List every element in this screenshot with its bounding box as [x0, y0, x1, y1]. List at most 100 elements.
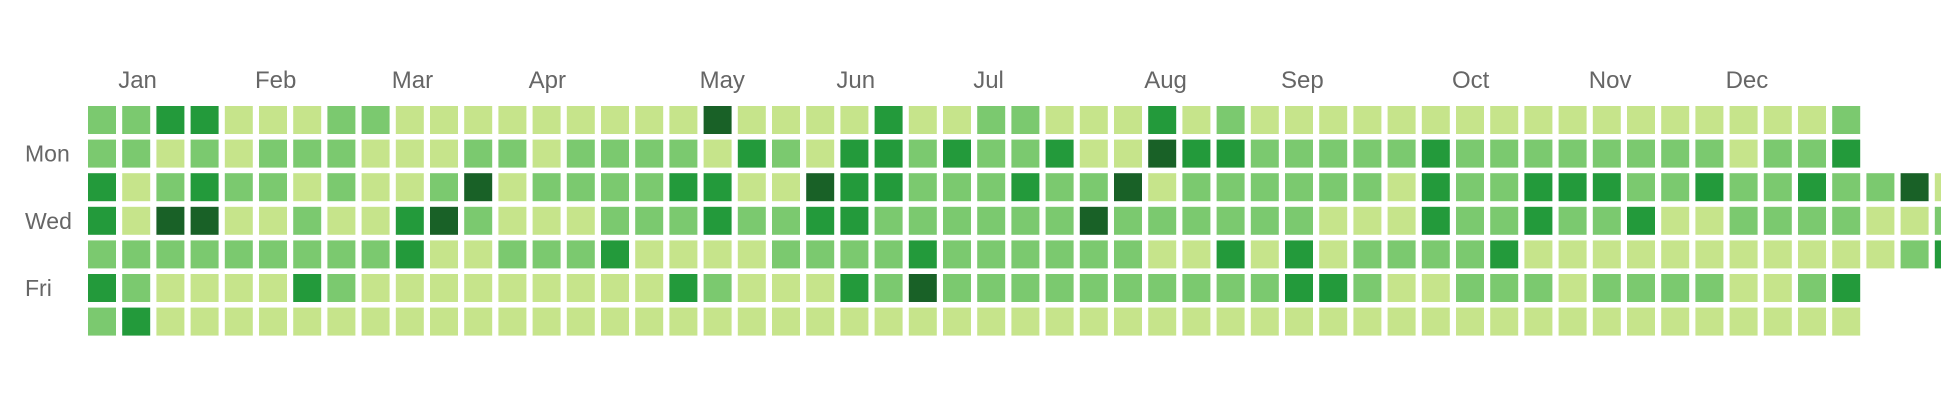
heatmap-cell	[1421, 173, 1450, 202]
heatmap-cell	[1592, 106, 1621, 134]
heatmap-cell	[1627, 206, 1655, 235]
heatmap-cell	[1456, 173, 1484, 202]
heatmap-cell	[122, 173, 151, 202]
heatmap-cell	[1182, 307, 1211, 336]
heatmap-cell	[190, 139, 219, 168]
heatmap-cell	[1250, 274, 1279, 302]
heatmap-cell	[772, 307, 800, 336]
heatmap-cell	[840, 307, 869, 336]
heatmap-cell	[943, 307, 971, 336]
weekday-label: Fri	[25, 275, 52, 301]
heatmap-cell	[156, 307, 185, 336]
heatmap-cell	[1456, 240, 1484, 269]
heatmap-cell	[601, 206, 629, 235]
heatmap-cell	[395, 206, 424, 235]
heatmap-cell	[1421, 139, 1450, 168]
heatmap-cell	[1695, 274, 1724, 302]
heatmap-cell	[1490, 173, 1519, 202]
heatmap-cell	[669, 106, 698, 134]
heatmap-cell	[772, 274, 800, 302]
heatmap-cell	[1250, 240, 1279, 269]
heatmap-cell	[1216, 106, 1245, 134]
heatmap-cell	[840, 240, 869, 269]
heatmap-cell	[224, 139, 253, 168]
heatmap-cell	[1900, 206, 1929, 235]
heatmap-cell	[156, 139, 185, 168]
heatmap-cell	[1558, 173, 1587, 202]
heatmap-cell	[1285, 173, 1313, 202]
heatmap-cell	[1114, 139, 1142, 168]
heatmap-cell	[1866, 173, 1895, 202]
heatmap-cell	[1558, 307, 1587, 336]
heatmap-cell	[703, 173, 732, 202]
heatmap-cell	[1285, 139, 1313, 168]
heatmap-cell	[156, 206, 185, 235]
heatmap-cell	[1627, 274, 1655, 302]
heatmap-cell	[806, 307, 835, 336]
heatmap-cell	[532, 307, 561, 336]
heatmap-cell	[1592, 139, 1621, 168]
heatmap-cell	[1285, 307, 1313, 336]
heatmap-cell	[88, 274, 116, 302]
heatmap-cell	[703, 139, 732, 168]
heatmap-cell	[635, 274, 664, 302]
month-label: Sep	[1281, 67, 1324, 94]
heatmap-cell	[566, 139, 595, 168]
heatmap-cell	[532, 240, 561, 269]
heatmap-cell	[1456, 206, 1484, 235]
heatmap-cell	[840, 206, 869, 235]
heatmap-cell	[1148, 173, 1177, 202]
heatmap-cell	[635, 139, 664, 168]
heatmap-cell	[1182, 274, 1211, 302]
heatmap-cell	[977, 106, 1006, 134]
heatmap-cell	[977, 240, 1006, 269]
heatmap-cell	[601, 274, 629, 302]
heatmap-cell	[737, 173, 766, 202]
heatmap-cell	[1045, 240, 1074, 269]
heatmap-cell	[1319, 274, 1348, 302]
heatmap-cell	[1558, 206, 1587, 235]
heatmap-cell	[566, 307, 595, 336]
heatmap-cell	[1319, 206, 1348, 235]
heatmap-cell	[1387, 307, 1416, 336]
heatmap-cell	[1490, 106, 1519, 134]
heatmap-cell	[908, 240, 937, 269]
heatmap-cell	[1285, 240, 1313, 269]
heatmap-cell	[943, 139, 971, 168]
heatmap-cell	[498, 307, 527, 336]
heatmap-cell	[908, 173, 937, 202]
heatmap-cell	[1421, 206, 1450, 235]
heatmap-cell	[1900, 240, 1929, 269]
heatmap-cell	[1045, 173, 1074, 202]
heatmap-cell	[1285, 106, 1313, 134]
heatmap-cell	[1592, 274, 1621, 302]
heatmap-cell	[1182, 240, 1211, 269]
heatmap-cell	[1592, 240, 1621, 269]
month-label: Aug	[1144, 67, 1187, 94]
heatmap-cell	[190, 274, 219, 302]
heatmap-cell	[156, 274, 185, 302]
heatmap-cell	[943, 173, 971, 202]
heatmap-cell	[1387, 206, 1416, 235]
heatmap-cell	[1319, 106, 1348, 134]
heatmap-cell	[1490, 139, 1519, 168]
heatmap-cell	[122, 106, 151, 134]
heatmap-cell	[737, 106, 766, 134]
heatmap-cell	[1627, 106, 1655, 134]
heatmap-cell	[430, 240, 458, 269]
heatmap-cell	[395, 106, 424, 134]
heatmap-cell	[498, 139, 527, 168]
heatmap-cell	[532, 106, 561, 134]
heatmap-cell	[1695, 106, 1724, 134]
heatmap-cell	[1387, 173, 1416, 202]
heatmap-cell	[1729, 307, 1758, 336]
heatmap-cell	[908, 106, 937, 134]
heatmap-cell	[430, 307, 458, 336]
heatmap-cell	[703, 240, 732, 269]
heatmap-cell	[1661, 139, 1690, 168]
heatmap-cell	[737, 139, 766, 168]
heatmap-cell	[361, 240, 390, 269]
heatmap-cell	[293, 106, 322, 134]
heatmap-cell	[224, 206, 253, 235]
heatmap-cell	[224, 240, 253, 269]
